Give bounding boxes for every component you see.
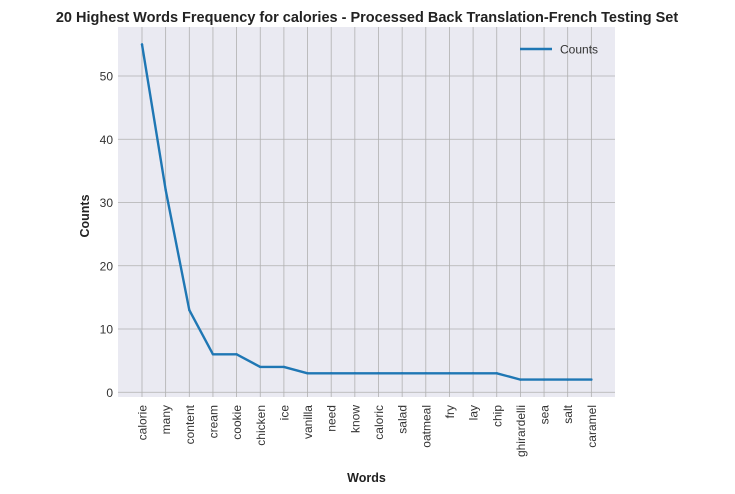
x-tick-label: caloric bbox=[372, 405, 386, 440]
y-tick-label: 50 bbox=[100, 70, 114, 84]
data-point bbox=[377, 372, 380, 375]
data-point bbox=[235, 353, 238, 356]
x-tick-label: fry bbox=[443, 405, 457, 418]
data-point bbox=[471, 372, 475, 375]
x-tick-label: lay bbox=[467, 405, 481, 420]
data-point bbox=[400, 372, 404, 375]
grid-lines bbox=[118, 27, 615, 397]
data-point bbox=[353, 372, 357, 375]
data-point bbox=[211, 353, 215, 356]
x-tick-label: know bbox=[348, 405, 362, 433]
data-point bbox=[424, 372, 427, 375]
data-point bbox=[495, 372, 498, 375]
x-tick-label: salad bbox=[396, 405, 410, 434]
data-point bbox=[164, 188, 167, 192]
y-tick-label: 0 bbox=[106, 386, 113, 400]
legend: Counts bbox=[520, 43, 598, 57]
x-tick-label: ghirardelli bbox=[514, 405, 528, 457]
x-tick-label: calorie bbox=[136, 405, 150, 441]
x-tick-label: many bbox=[159, 405, 173, 434]
data-point bbox=[282, 365, 286, 369]
y-tick-label: 20 bbox=[100, 259, 114, 273]
data-point bbox=[140, 43, 144, 46]
x-tick-label: oatmeal bbox=[419, 405, 433, 448]
legend-label-counts: Counts bbox=[560, 43, 598, 57]
data-point bbox=[519, 378, 522, 381]
x-tick-label: vanilla bbox=[301, 405, 315, 439]
x-tick-label: sea bbox=[538, 405, 552, 425]
data-point bbox=[306, 372, 309, 375]
x-axis-label: Words bbox=[347, 471, 386, 485]
y-tick-label: 10 bbox=[100, 323, 114, 337]
y-tick-label: 40 bbox=[100, 133, 114, 147]
data-point bbox=[590, 378, 593, 381]
series-layer bbox=[140, 43, 593, 381]
x-tick-label: caramel bbox=[585, 405, 599, 448]
data-point bbox=[259, 365, 262, 369]
data-point bbox=[448, 372, 451, 375]
x-tick-label: chip bbox=[490, 405, 504, 427]
data-point bbox=[330, 372, 333, 375]
plot-area bbox=[118, 27, 615, 397]
data-point bbox=[566, 378, 569, 381]
y-axis-label: Counts bbox=[78, 194, 92, 237]
x-tick-label: content bbox=[183, 404, 197, 444]
x-axis-ticks: calorie many content cream cookie chicken ice v… bbox=[136, 404, 599, 457]
x-tick-label: cream bbox=[206, 405, 220, 438]
x-tick-label: need bbox=[325, 405, 339, 432]
x-tick-label: salt bbox=[561, 404, 575, 423]
data-point bbox=[542, 378, 546, 381]
y-tick-label: 30 bbox=[100, 196, 114, 210]
x-tick-label: chicken bbox=[254, 405, 268, 446]
series-line-counts bbox=[140, 43, 593, 381]
data-point bbox=[188, 308, 191, 312]
x-tick-label: cookie bbox=[230, 405, 244, 440]
x-tick-label: ice bbox=[277, 405, 291, 421]
y-axis-ticks: 0 10 20 30 40 50 bbox=[100, 70, 114, 400]
chart-title: 20 Highest Words Frequency for calories … bbox=[56, 10, 679, 26]
